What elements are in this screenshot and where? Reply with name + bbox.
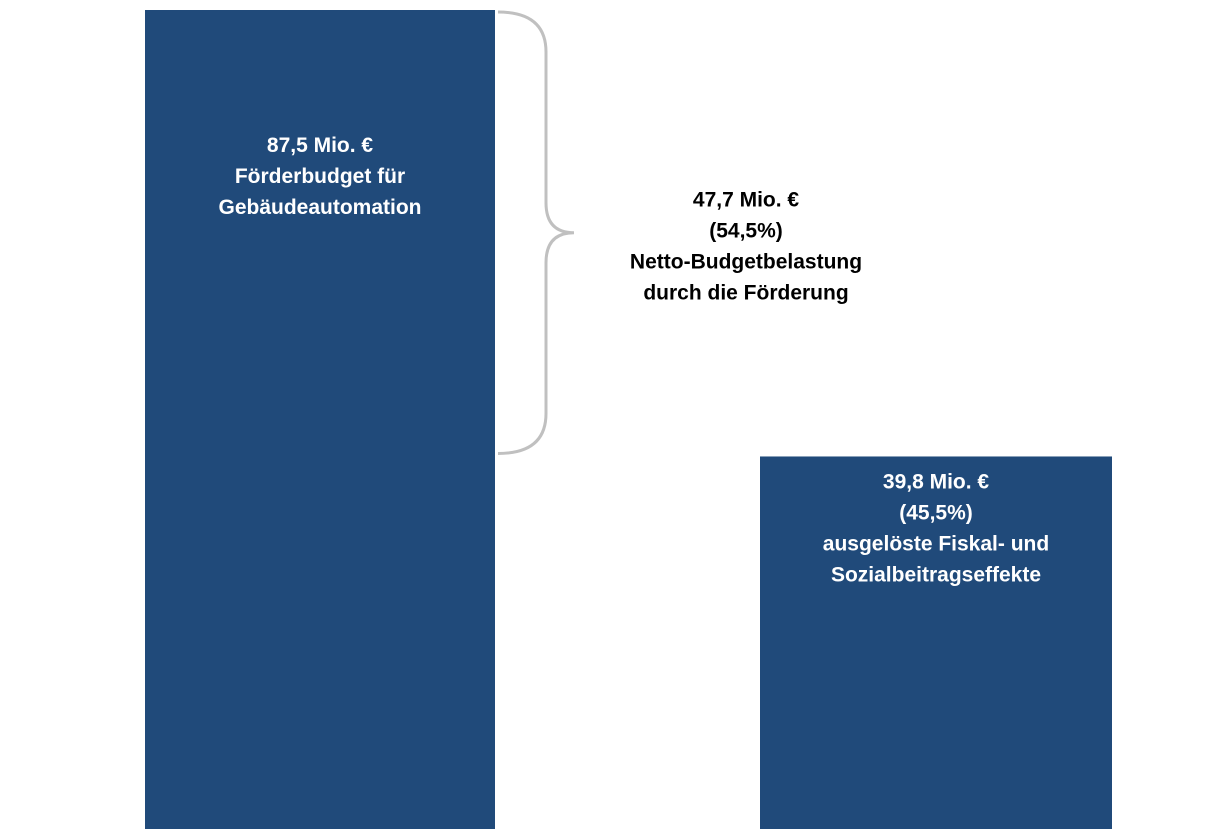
bar-1-label-line-2: Förderbudget für xyxy=(235,165,405,188)
bar-2 xyxy=(760,456,1112,829)
annotation-line-3: Netto-Budgetbelastung xyxy=(630,251,862,274)
annotation-line-1: 47,7 Mio. € xyxy=(693,189,800,212)
bar-2-label-line-2: (45,5%) xyxy=(899,501,973,524)
brace xyxy=(497,10,575,455)
bar-2-label-line-4: Sozialbeitragseffekte xyxy=(831,563,1041,586)
bar-2-label-line-3: ausgelöste Fiskal- und xyxy=(823,532,1049,555)
bar-1-label-line-3: Gebäudeautomation xyxy=(218,196,421,219)
bar-2-label-line-1: 39,8 Mio. € xyxy=(883,470,990,493)
annotation-line-4: durch die Förderung xyxy=(643,282,848,305)
bar-1 xyxy=(145,10,495,829)
annotation-line-2: (54,5%) xyxy=(709,220,783,243)
bar-1-label-line-1: 87,5 Mio. € xyxy=(267,134,374,157)
